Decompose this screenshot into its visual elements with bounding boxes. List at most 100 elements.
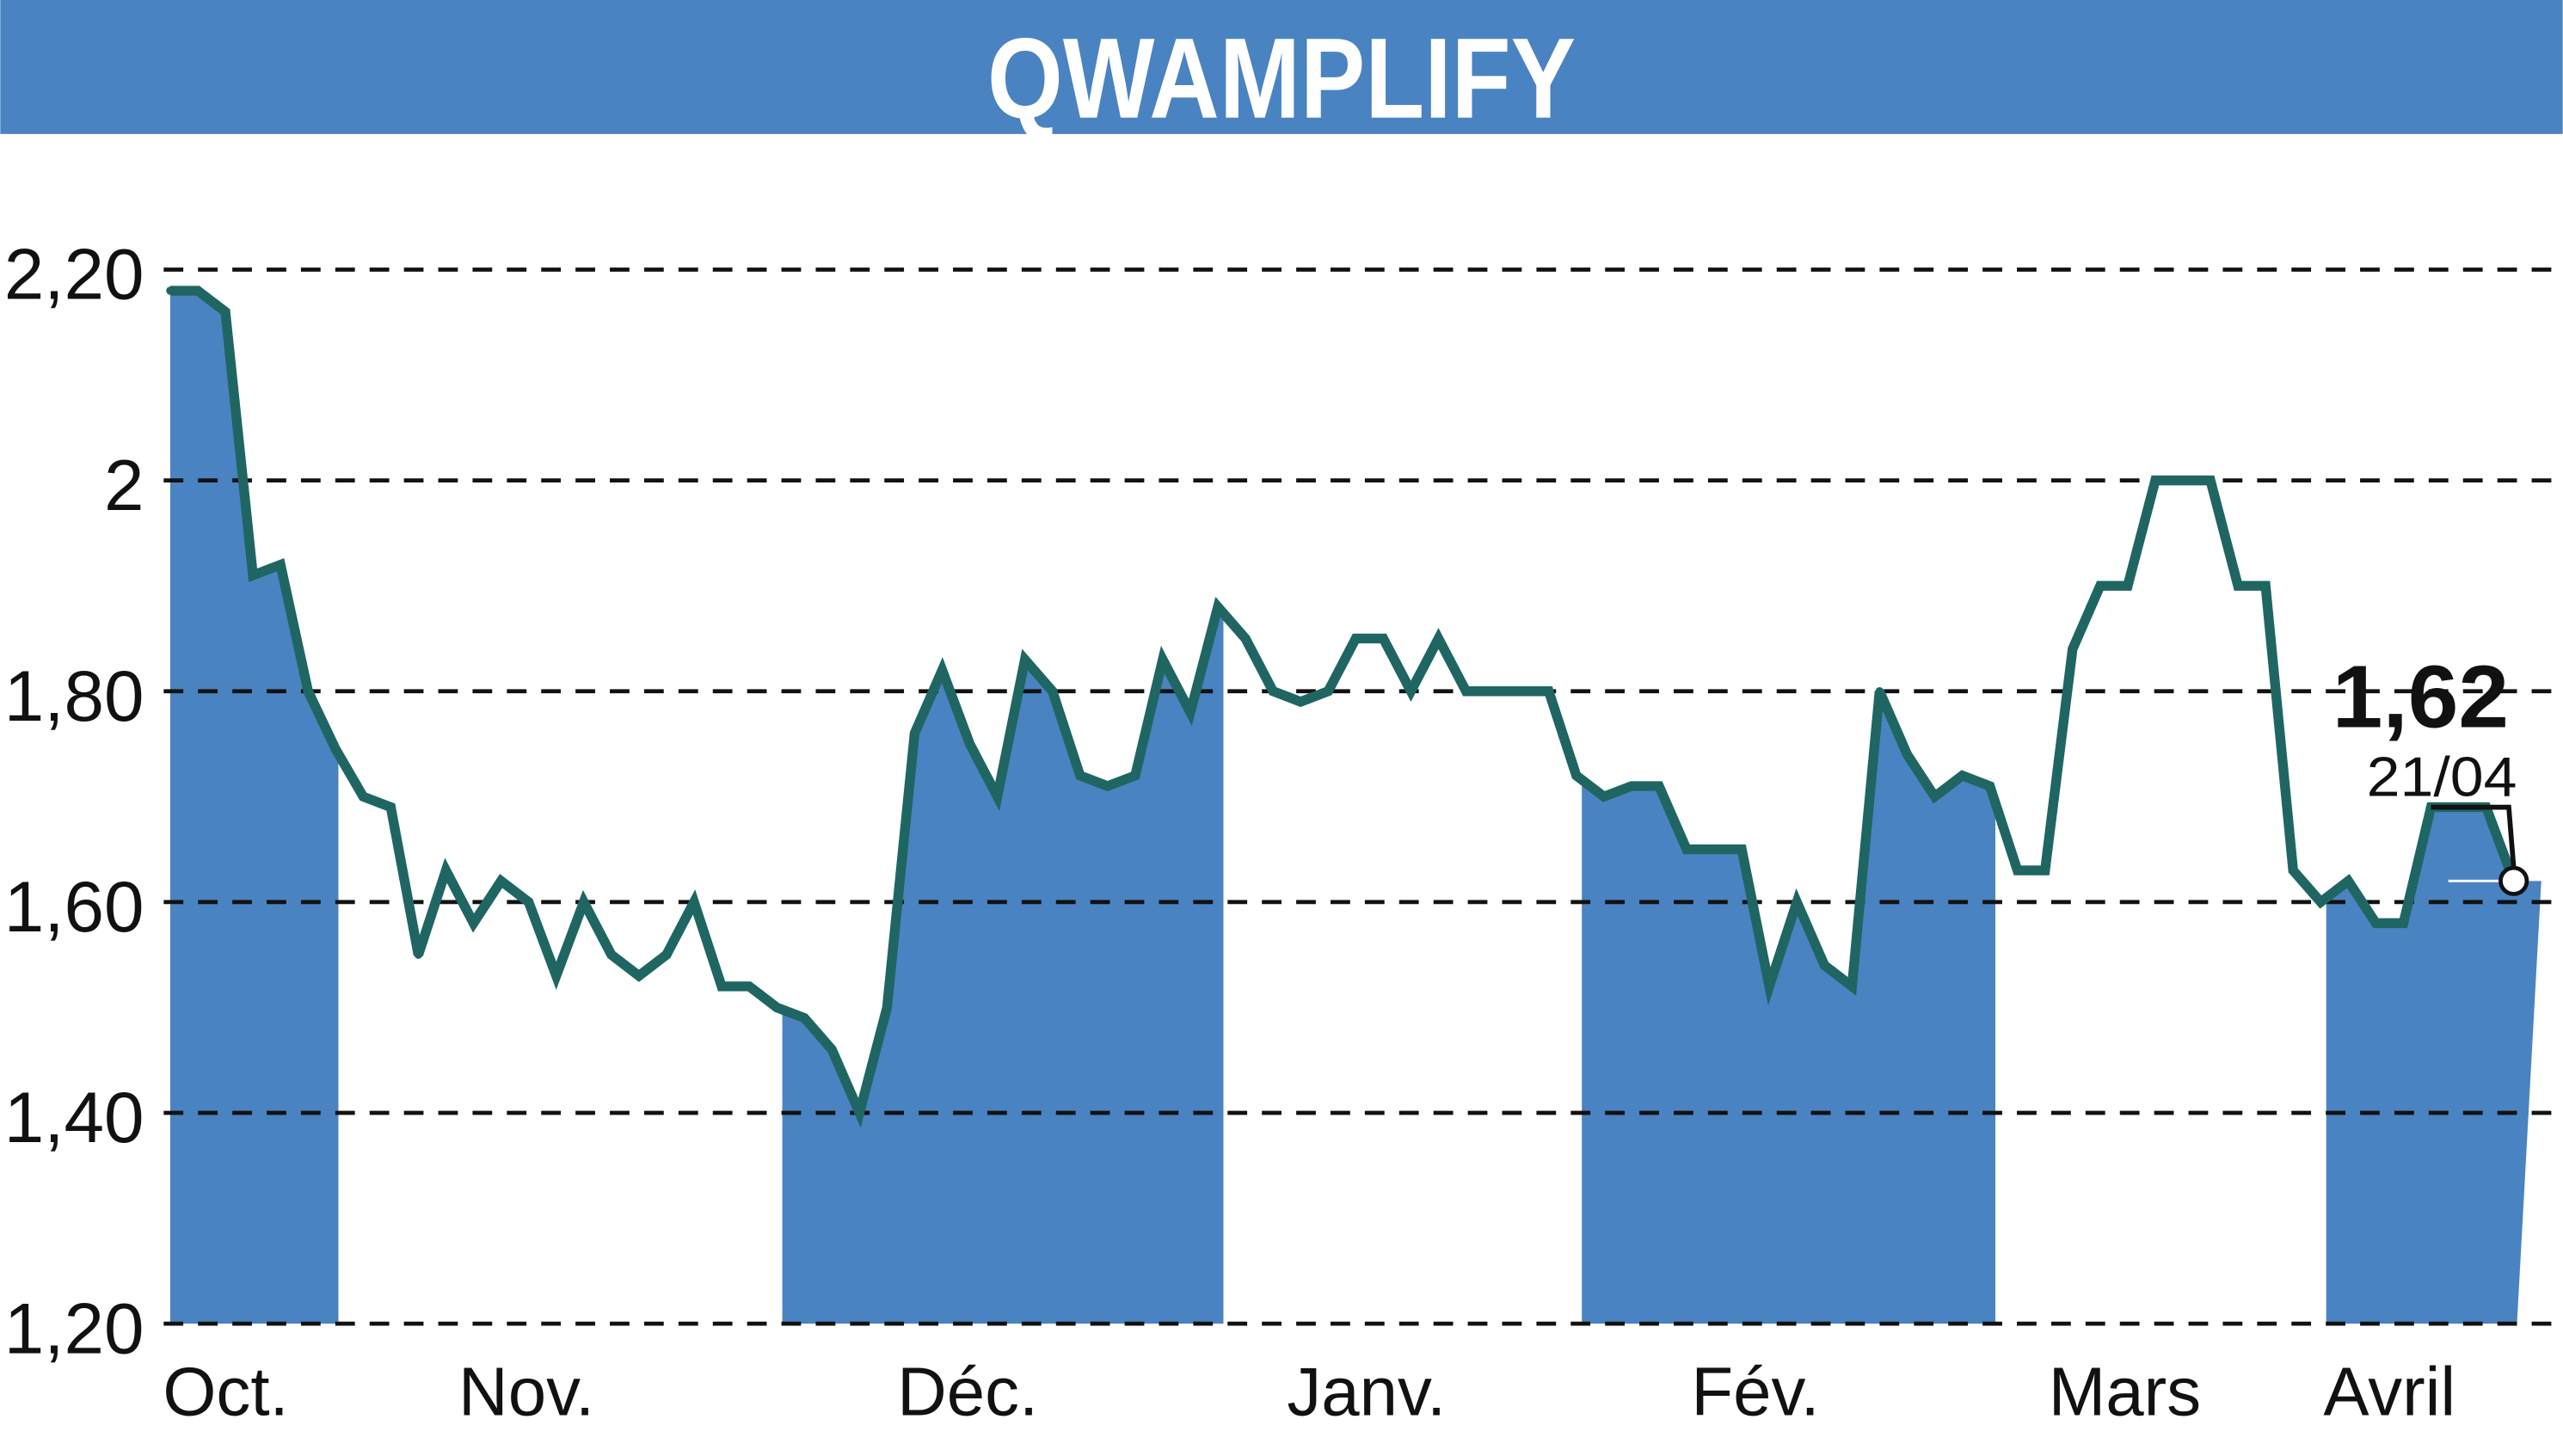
data-point <box>2040 866 2050 875</box>
data-point <box>441 866 451 875</box>
data-point <box>1737 845 1746 854</box>
last-date-label: 21/04 <box>2367 746 2517 808</box>
data-point <box>690 898 698 906</box>
x-tick-label: Déc. <box>897 1353 1038 1429</box>
data-point <box>1985 782 1994 790</box>
data-point <box>993 792 1002 802</box>
data-point <box>1020 655 1030 664</box>
x-tick-label: Oct. <box>163 1353 288 1429</box>
data-point <box>800 1013 808 1023</box>
data-point <box>1461 686 1471 696</box>
data-point <box>635 971 643 980</box>
data-point <box>524 898 533 906</box>
data-point <box>937 666 947 674</box>
data-point <box>580 898 588 906</box>
data-point <box>2344 876 2353 886</box>
data-point <box>662 950 671 959</box>
data-point <box>304 686 312 696</box>
data-point <box>1710 845 1718 854</box>
y-tick-label: 2,20 <box>4 234 144 315</box>
data-point <box>1600 792 1608 802</box>
data-point <box>359 792 368 802</box>
data-point <box>331 745 341 753</box>
last-value-label: 1,62 <box>2333 648 2509 746</box>
data-point <box>1406 686 1416 696</box>
data-point <box>1214 602 1222 611</box>
data-point <box>1076 771 1085 780</box>
data-point <box>965 740 974 748</box>
data-point <box>414 950 423 959</box>
y-tick-label: 2 <box>104 445 144 525</box>
month-band <box>2326 807 2541 1324</box>
y-tick-label: 1,20 <box>4 1287 144 1368</box>
data-point <box>1434 634 1443 643</box>
data-point <box>772 1003 781 1012</box>
data-point <box>1875 686 1884 696</box>
price-line <box>169 286 2519 1128</box>
data-point <box>1269 686 1277 696</box>
data-point <box>607 950 616 959</box>
data-point <box>194 286 202 295</box>
data-point <box>1902 750 1912 759</box>
data-point <box>2124 581 2132 590</box>
data-point <box>1103 782 1112 790</box>
data-point <box>2316 898 2326 906</box>
data-point <box>1765 982 1773 991</box>
data-point <box>2179 476 2187 485</box>
y-tick-label: 1,40 <box>4 1077 144 1158</box>
data-point <box>1296 697 1305 706</box>
data-point <box>2261 581 2270 590</box>
x-tick-label: Avril <box>2323 1353 2455 1429</box>
data-point <box>2399 918 2408 928</box>
data-point <box>1544 686 1553 696</box>
data-point <box>1379 634 1388 643</box>
data-point <box>2289 866 2297 875</box>
data-point <box>249 571 257 580</box>
data-point <box>2234 581 2242 590</box>
data-point <box>2068 644 2077 654</box>
data-point <box>1241 634 1250 643</box>
month-band <box>782 606 1224 1324</box>
data-point <box>1682 845 1691 854</box>
data-point <box>1655 782 1663 790</box>
data-point <box>496 876 506 886</box>
data-point <box>1159 655 1167 664</box>
data-point <box>745 982 753 991</box>
data-point <box>882 1003 892 1012</box>
data-point <box>1930 792 1939 802</box>
data-point <box>276 560 285 569</box>
y-tick-label: 1,60 <box>4 866 144 947</box>
data-point <box>551 971 561 980</box>
chart-title: QWAMPLIFY <box>987 15 1576 143</box>
data-point <box>1489 686 1498 696</box>
data-point <box>910 729 919 738</box>
data-point <box>2371 918 2381 928</box>
data-point <box>717 982 726 991</box>
data-point <box>1516 686 1526 696</box>
data-point <box>386 802 396 812</box>
data-point <box>1627 782 1636 790</box>
x-tick-label: Fév. <box>1691 1353 1819 1429</box>
data-point <box>1847 982 1857 991</box>
data-point <box>2096 581 2105 590</box>
month-band <box>169 291 339 1324</box>
data-point <box>2151 476 2160 485</box>
x-tick-label: Nov. <box>458 1353 594 1429</box>
data-point <box>1792 898 1801 906</box>
data-point <box>1186 708 1195 717</box>
annotation-bracket <box>2431 804 2517 869</box>
data-point <box>1958 771 1967 780</box>
data-point <box>827 1045 837 1054</box>
last-value-marker <box>2498 865 2529 896</box>
data-point <box>855 1109 864 1117</box>
x-tick-label: Janv. <box>1287 1353 1446 1429</box>
data-point <box>1048 686 1057 696</box>
data-point <box>1351 634 1361 643</box>
data-point <box>1820 961 1829 970</box>
x-tick-label: Mars <box>2049 1353 2201 1429</box>
data-point <box>221 307 230 316</box>
data-point <box>1131 771 1140 780</box>
data-point <box>1572 771 1581 780</box>
data-point <box>166 286 175 295</box>
